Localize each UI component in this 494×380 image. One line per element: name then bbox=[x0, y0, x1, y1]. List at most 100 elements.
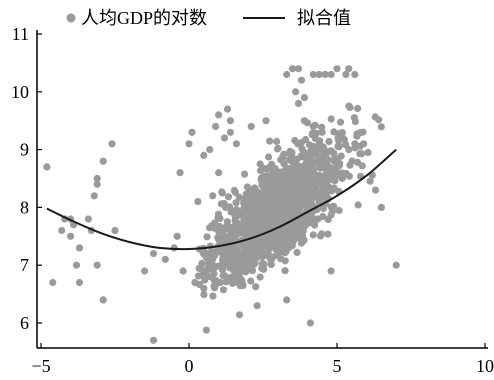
data-point bbox=[294, 140, 302, 148]
data-point bbox=[43, 163, 51, 171]
data-point bbox=[314, 195, 322, 203]
data-point bbox=[327, 267, 335, 275]
data-point bbox=[302, 160, 310, 168]
data-point bbox=[316, 232, 325, 240]
data-point bbox=[283, 296, 291, 304]
data-point bbox=[232, 199, 240, 207]
data-point bbox=[246, 212, 254, 220]
data-point bbox=[272, 206, 280, 214]
data-point bbox=[306, 175, 314, 183]
chart-axes: 6 7 8 9 10 11 −5 0 5 10 bbox=[11, 24, 494, 376]
data-point bbox=[321, 70, 329, 79]
data-point bbox=[330, 128, 338, 136]
data-point bbox=[247, 241, 255, 249]
data-point bbox=[201, 250, 209, 258]
data-point bbox=[310, 215, 318, 223]
data-point bbox=[251, 184, 259, 192]
data-point bbox=[227, 208, 235, 216]
data-point bbox=[212, 280, 220, 289]
x-tick-label: −5 bbox=[31, 356, 50, 376]
data-point bbox=[268, 166, 276, 174]
data-point bbox=[327, 115, 335, 123]
data-point bbox=[285, 156, 293, 164]
data-point bbox=[262, 242, 270, 250]
legend-marker-scatter bbox=[66, 13, 76, 23]
data-point bbox=[188, 128, 196, 136]
data-point bbox=[252, 210, 260, 218]
data-point bbox=[248, 267, 256, 275]
fit-line bbox=[46, 148, 397, 251]
data-point bbox=[208, 222, 216, 230]
data-point bbox=[219, 286, 228, 294]
data-point bbox=[228, 279, 237, 288]
x-tick-label: 10 bbox=[476, 356, 494, 376]
data-point bbox=[215, 248, 223, 256]
data-point bbox=[296, 196, 304, 204]
data-point bbox=[218, 189, 226, 197]
data-point bbox=[360, 140, 368, 148]
data-point bbox=[235, 193, 243, 201]
data-point bbox=[318, 128, 326, 136]
data-point bbox=[223, 105, 232, 113]
data-point bbox=[322, 165, 330, 173]
data-point bbox=[236, 211, 244, 219]
y-tick-label: 9 bbox=[20, 140, 29, 160]
data-point bbox=[296, 225, 304, 233]
data-point bbox=[285, 242, 293, 250]
data-point bbox=[203, 233, 211, 241]
data-point bbox=[202, 267, 210, 276]
data-point bbox=[245, 262, 253, 270]
data-point bbox=[353, 130, 361, 138]
data-point bbox=[264, 224, 272, 232]
scatter-points bbox=[43, 65, 400, 344]
data-point bbox=[230, 243, 238, 251]
data-point bbox=[246, 220, 254, 228]
data-point bbox=[366, 177, 374, 185]
data-point bbox=[149, 250, 158, 258]
data-point bbox=[337, 152, 345, 160]
data-point bbox=[273, 145, 282, 153]
data-point bbox=[249, 205, 257, 213]
data-point bbox=[301, 215, 309, 223]
data-point bbox=[345, 65, 353, 73]
data-point bbox=[301, 222, 309, 230]
data-point bbox=[293, 155, 301, 163]
y-tick-label: 8 bbox=[20, 197, 29, 217]
data-point bbox=[241, 243, 249, 251]
data-point bbox=[284, 193, 292, 201]
data-point bbox=[173, 232, 181, 240]
data-point bbox=[256, 160, 264, 168]
data-point bbox=[309, 70, 317, 79]
data-point bbox=[265, 153, 273, 161]
data-point bbox=[72, 261, 81, 269]
data-point bbox=[321, 159, 329, 167]
data-point bbox=[309, 231, 317, 239]
data-point bbox=[212, 122, 220, 131]
data-point bbox=[270, 184, 278, 192]
data-point bbox=[253, 302, 261, 310]
data-point bbox=[281, 267, 289, 275]
legend-label-fit: 拟合值 bbox=[297, 8, 351, 28]
data-point bbox=[252, 283, 260, 291]
y-tick-label: 11 bbox=[12, 24, 29, 44]
data-point bbox=[260, 265, 268, 273]
data-point bbox=[325, 137, 333, 146]
data-point bbox=[288, 185, 296, 193]
data-point bbox=[260, 194, 268, 203]
data-point bbox=[234, 219, 242, 228]
data-point bbox=[215, 169, 223, 177]
data-point bbox=[226, 257, 234, 265]
y-tick-label: 6 bbox=[20, 313, 29, 333]
data-point bbox=[200, 151, 208, 159]
data-point bbox=[327, 70, 335, 79]
data-point bbox=[224, 193, 233, 201]
data-point bbox=[58, 226, 66, 235]
data-point bbox=[222, 278, 230, 286]
data-point bbox=[304, 183, 313, 191]
data-point bbox=[209, 192, 217, 200]
data-point bbox=[318, 153, 326, 161]
data-point bbox=[242, 268, 250, 276]
data-point bbox=[302, 166, 310, 174]
data-point bbox=[298, 153, 306, 161]
data-point bbox=[309, 122, 317, 131]
